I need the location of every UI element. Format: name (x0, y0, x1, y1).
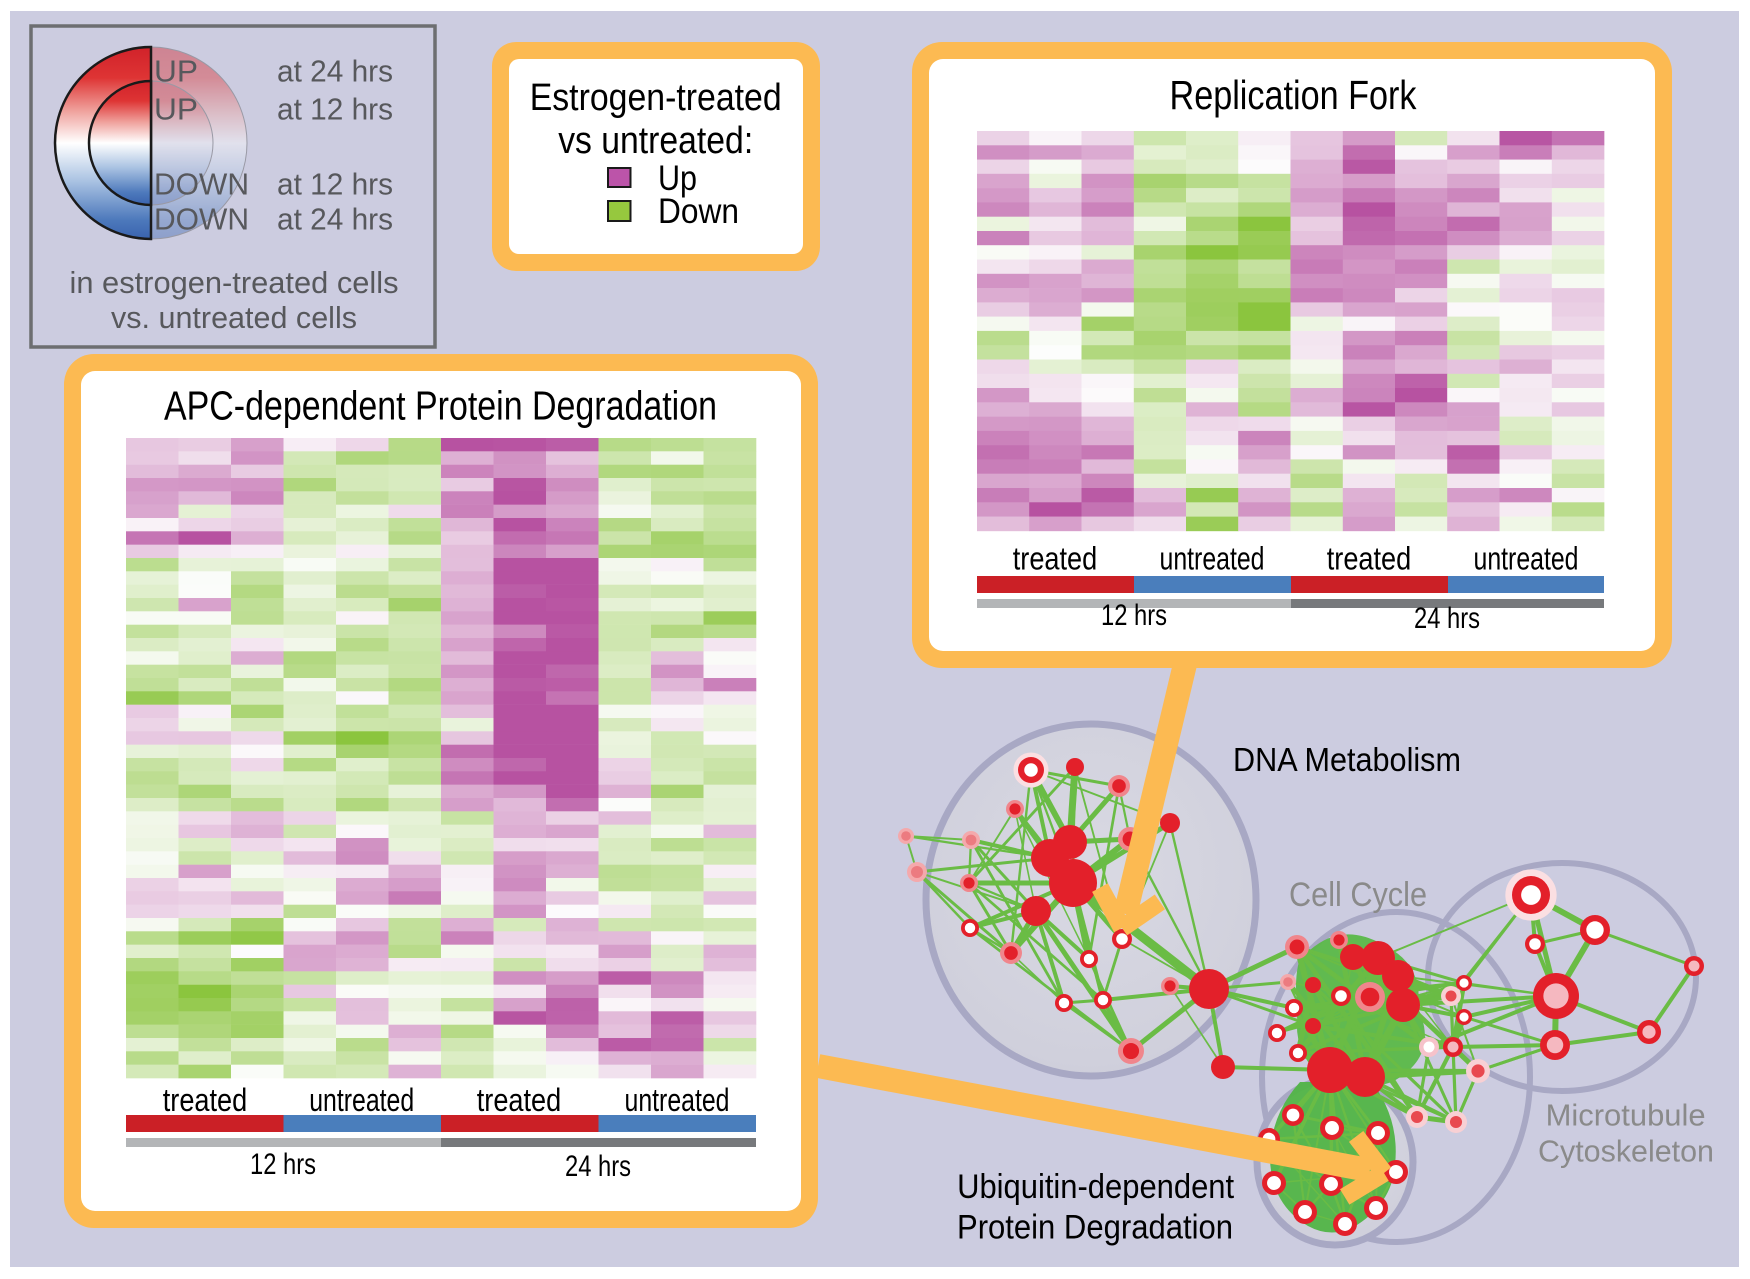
svg-text:Protein Degradation: Protein Degradation (957, 1209, 1233, 1247)
svg-text:Up: Up (658, 159, 697, 198)
svg-text:Ubiquitin-dependent: Ubiquitin-dependent (957, 1168, 1235, 1206)
svg-text:24 hrs: 24 hrs (565, 1150, 631, 1183)
svg-text:untreated: untreated (1160, 541, 1265, 577)
svg-text:Down: Down (658, 192, 739, 231)
svg-text:untreated: untreated (1474, 541, 1579, 577)
svg-text:at 12 hrs: at 12 hrs (277, 167, 393, 202)
svg-text:untreated: untreated (625, 1082, 730, 1118)
svg-text:APC-dependent Protein Degradat: APC-dependent Protein Degradation (164, 383, 717, 429)
svg-text:Cell Cycle: Cell Cycle (1289, 876, 1427, 914)
svg-text:12 hrs: 12 hrs (250, 1148, 316, 1181)
svg-text:UP: UP (154, 92, 198, 127)
svg-text:at 24 hrs: at 24 hrs (277, 54, 393, 89)
svg-text:at 24 hrs: at 24 hrs (277, 202, 393, 237)
svg-text:Cytoskeleton: Cytoskeleton (1538, 1134, 1714, 1169)
svg-text:12 hrs: 12 hrs (1101, 599, 1167, 632)
svg-text:DOWN: DOWN (154, 202, 249, 237)
svg-text:UP: UP (154, 54, 198, 89)
svg-text:vs. untreated cells: vs. untreated cells (111, 300, 357, 335)
svg-text:treated: treated (163, 1082, 248, 1118)
svg-text:vs untreated:: vs untreated: (558, 120, 753, 162)
svg-text:treated: treated (477, 1082, 562, 1118)
svg-text:treated: treated (1013, 541, 1098, 577)
svg-text:at 12 hrs: at 12 hrs (277, 92, 393, 127)
svg-text:Estrogen-treated: Estrogen-treated (530, 77, 782, 119)
svg-text:DOWN: DOWN (154, 167, 249, 202)
svg-text:in estrogen-treated cells: in estrogen-treated cells (70, 265, 399, 300)
svg-text:Replication Fork: Replication Fork (1170, 72, 1417, 118)
svg-text:treated: treated (1327, 541, 1412, 577)
svg-text:untreated: untreated (309, 1082, 414, 1118)
svg-text:24 hrs: 24 hrs (1414, 602, 1480, 635)
svg-text:Microtubule: Microtubule (1546, 1098, 1706, 1133)
svg-text:DNA Metabolism: DNA Metabolism (1233, 741, 1461, 778)
